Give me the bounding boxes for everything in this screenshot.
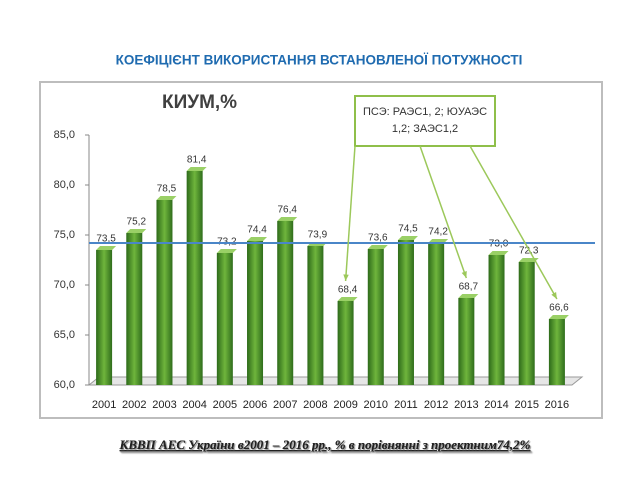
x-tick-label: 2007 — [273, 399, 297, 411]
bar — [156, 200, 173, 385]
y-tick-label: 75,0 — [54, 229, 75, 241]
x-tick-label: 2003 — [152, 399, 176, 411]
bar-top — [216, 249, 237, 253]
bar-top — [458, 294, 479, 298]
bar — [337, 301, 354, 385]
bar-top — [548, 315, 569, 319]
y-tick-label: 80,0 — [54, 179, 75, 191]
value-label: 74,4 — [247, 225, 267, 236]
arrow-head — [551, 292, 557, 299]
bar-top — [277, 217, 298, 221]
bar — [397, 240, 414, 385]
bar — [186, 171, 203, 385]
bar — [126, 233, 143, 385]
x-tick-label: 2006 — [243, 399, 267, 411]
bar — [216, 253, 233, 385]
y-tick-label: 60,0 — [54, 379, 75, 391]
y-tick-label: 65,0 — [54, 329, 75, 341]
value-label: 74,2 — [428, 227, 448, 238]
slide-title: КОЕФІЦІЄНТ ВИКОРИСТАННЯ ВСТАНОВЛЕНОЇ ПОТ… — [116, 53, 523, 68]
value-label: 73,9 — [308, 230, 328, 241]
bar — [367, 249, 384, 385]
bar-top — [126, 229, 147, 233]
value-label: 73,0 — [489, 239, 509, 250]
bar — [247, 241, 264, 385]
annotation-arrow — [469, 145, 558, 300]
x-tick-label: 2002 — [122, 399, 146, 411]
x-tick-label: 2005 — [213, 399, 237, 411]
x-tick-label: 2010 — [364, 399, 388, 411]
annotation-box — [354, 95, 496, 147]
value-label: 68,4 — [338, 285, 358, 296]
bar-top — [337, 297, 358, 301]
x-tick-label: 2015 — [514, 399, 538, 411]
bar — [428, 243, 445, 385]
chart-title: КИУМ,% — [162, 92, 237, 113]
value-label: 81,4 — [187, 155, 207, 166]
value-label: 75,2 — [127, 217, 147, 228]
annotation-arrow — [344, 145, 356, 282]
value-label: 68,7 — [459, 282, 479, 293]
y-tick-label: 85,0 — [54, 129, 75, 141]
value-label: 78,5 — [157, 184, 177, 195]
bar — [548, 319, 565, 385]
bar-top — [397, 236, 418, 240]
value-label: 73,6 — [368, 233, 388, 244]
x-tick-label: 2009 — [333, 399, 357, 411]
x-tick-label: 2008 — [303, 399, 327, 411]
x-tick-label: 2016 — [545, 399, 569, 411]
bar-top — [186, 167, 207, 171]
bar — [307, 246, 324, 385]
value-label: 76,4 — [277, 205, 297, 216]
value-label: 74,5 — [398, 224, 418, 235]
bar-top — [367, 245, 388, 249]
bar-top — [488, 251, 509, 255]
caption: КВВП АЕС України в2001 – 2016 рр., % в п… — [119, 437, 531, 452]
annotation: ПСЭ: РАЭС1, 2; ЮУАЭС — [363, 106, 487, 118]
annotation-arrow — [419, 145, 468, 279]
x-tick-label: 2012 — [424, 399, 448, 411]
bar — [96, 250, 113, 385]
value-label: 73,5 — [96, 234, 116, 245]
value-label: 66,6 — [549, 303, 569, 314]
x-tick-label: 2011 — [394, 399, 418, 411]
y-tick-label: 70,0 — [54, 279, 75, 291]
bar — [277, 221, 294, 385]
annotation: 1,2; ЗАЭС1,2 — [392, 123, 458, 135]
x-tick-label: 2013 — [454, 399, 478, 411]
bar — [458, 298, 475, 385]
bar — [488, 255, 505, 385]
x-tick-label: 2001 — [92, 399, 116, 411]
x-tick-label: 2004 — [182, 399, 206, 411]
bar-top — [156, 196, 177, 200]
bar-top — [247, 237, 268, 241]
x-tick-label: 2014 — [484, 399, 508, 411]
bar — [518, 262, 535, 385]
arrow-head — [461, 271, 467, 278]
arrow-head — [343, 274, 349, 281]
bar-top — [96, 246, 117, 250]
